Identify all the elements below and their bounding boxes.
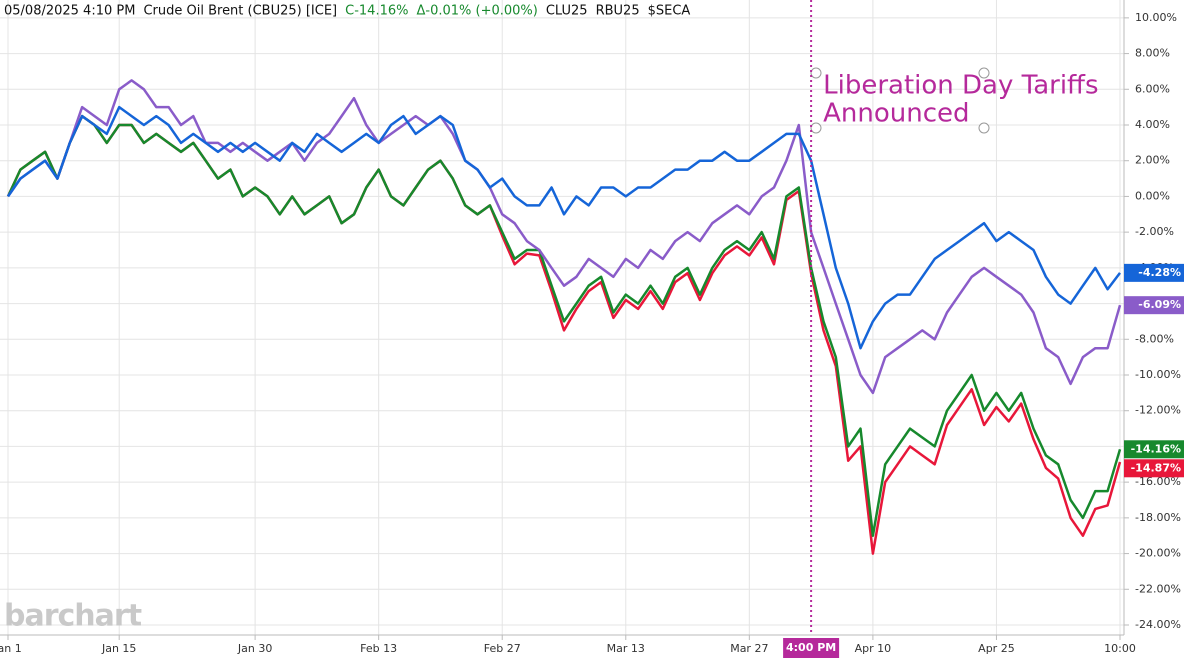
y-tick-label: 6.00% — [1135, 82, 1170, 95]
x-tick-label: Mar 13 — [607, 642, 645, 655]
last-value-badge — [1124, 440, 1184, 459]
event-label: 4:00 PM — [786, 641, 836, 654]
legend-entry: RBU25 — [596, 4, 640, 19]
header-datetime: 05/08/2025 4:10 PM — [4, 4, 135, 19]
x-tick-label: Apr 10 — [855, 642, 892, 655]
handle[interactable] — [978, 67, 990, 79]
y-tick-label: -16.00% — [1135, 475, 1181, 488]
header-delta: Δ-0.01% (+0.00%) — [416, 4, 537, 19]
legend-entry: CLU25 — [546, 4, 588, 19]
last-value-label: -4.28% — [1138, 266, 1181, 279]
last-value-label: -14.16% — [1131, 442, 1181, 455]
y-tick-label: -10.00% — [1135, 368, 1181, 381]
series-line — [6, 79, 1122, 395]
y-tick-label: -12.00% — [1135, 404, 1181, 417]
x-tick-label: Feb 13 — [360, 642, 397, 655]
annotation: Announced — [823, 99, 969, 129]
y-tick-label: -8.00% — [1135, 332, 1174, 345]
y-tick-label: -18.00% — [1135, 511, 1181, 524]
series-line — [6, 114, 1122, 537]
header: 05/08/2025 4:10 PM Crude Oil Brent (CBU2… — [4, 4, 690, 19]
x-tick-label: 10:00 — [1104, 642, 1136, 655]
y-tick-label: -24.00% — [1135, 618, 1181, 631]
y-tick-label: -2.00% — [1135, 225, 1174, 238]
watermark: barchart — [4, 599, 142, 634]
y-tick-label: 8.00% — [1135, 47, 1170, 60]
last-value-badge — [1124, 459, 1184, 478]
header-symbol: Crude Oil Brent (CBU25) [ICE] — [143, 4, 337, 19]
handle[interactable] — [978, 122, 990, 134]
grid — [0, 0, 1124, 635]
last-value-badge — [1124, 263, 1184, 282]
y-tick-label: 10.00% — [1135, 11, 1177, 24]
x-tick-label: Apr 25 — [978, 642, 1015, 655]
x-tick-label: Feb 27 — [484, 642, 521, 655]
y-tick-label: -20.00% — [1135, 547, 1181, 560]
x-tick-label: Jan 1 — [0, 642, 22, 655]
x-tick-label: Jan 15 — [101, 642, 136, 655]
last-value-badge — [1124, 296, 1184, 315]
handle[interactable] — [810, 67, 822, 79]
last-value-label: -6.09% — [1138, 298, 1181, 311]
last-value-label: -14.87% — [1131, 461, 1181, 474]
y-tick-label: 4.00% — [1135, 118, 1170, 131]
event-badge — [783, 638, 840, 658]
series-lines — [6, 79, 1122, 555]
y-tick-label: 0.00% — [1135, 189, 1170, 202]
series-line — [6, 105, 1121, 350]
handle[interactable] — [810, 122, 822, 134]
x-tick-label: Jan 30 — [237, 642, 272, 655]
legend-entry: $SECA — [648, 4, 691, 19]
header-change: C-14.16% — [345, 4, 408, 19]
annotation: Liberation Day Tariffs — [823, 71, 1098, 101]
y-tick-label: 2.00% — [1135, 154, 1170, 167]
x-tick-label: Mar 27 — [730, 642, 768, 655]
y-tick-label: -22.00% — [1135, 582, 1181, 595]
